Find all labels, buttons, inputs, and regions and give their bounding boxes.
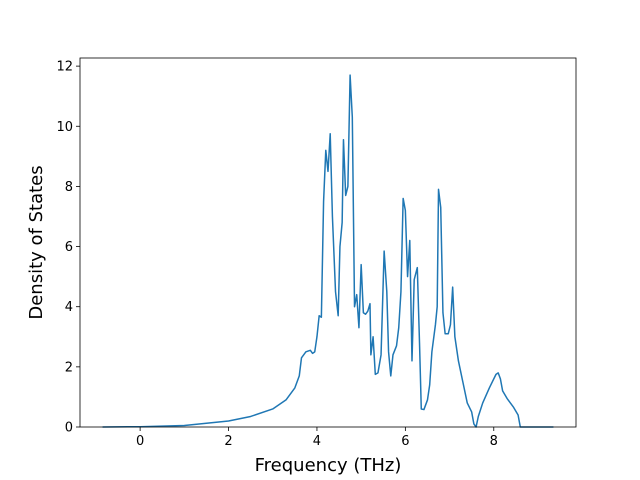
x-tick-label: 2	[224, 434, 232, 449]
dos-line	[102, 74, 554, 428]
axes-frame	[79, 57, 577, 428]
y-tick-label: 2	[65, 360, 73, 375]
x-tick-label: 0	[136, 434, 144, 449]
y-tick-label: 6	[65, 240, 73, 255]
x-axis-label: Frequency (THz)	[255, 455, 402, 476]
y-tick-label: 8	[65, 180, 73, 195]
x-tick-label: 4	[313, 434, 321, 449]
y-tick-label: 10	[56, 120, 73, 135]
x-tick-label: 8	[490, 434, 498, 449]
x-tick-label: 6	[401, 434, 409, 449]
y-tick-label: 4	[65, 300, 73, 315]
y-axis-label: Density of States	[26, 165, 47, 319]
y-tick-label: 12	[56, 60, 73, 75]
y-tick-label: 0	[65, 421, 73, 436]
